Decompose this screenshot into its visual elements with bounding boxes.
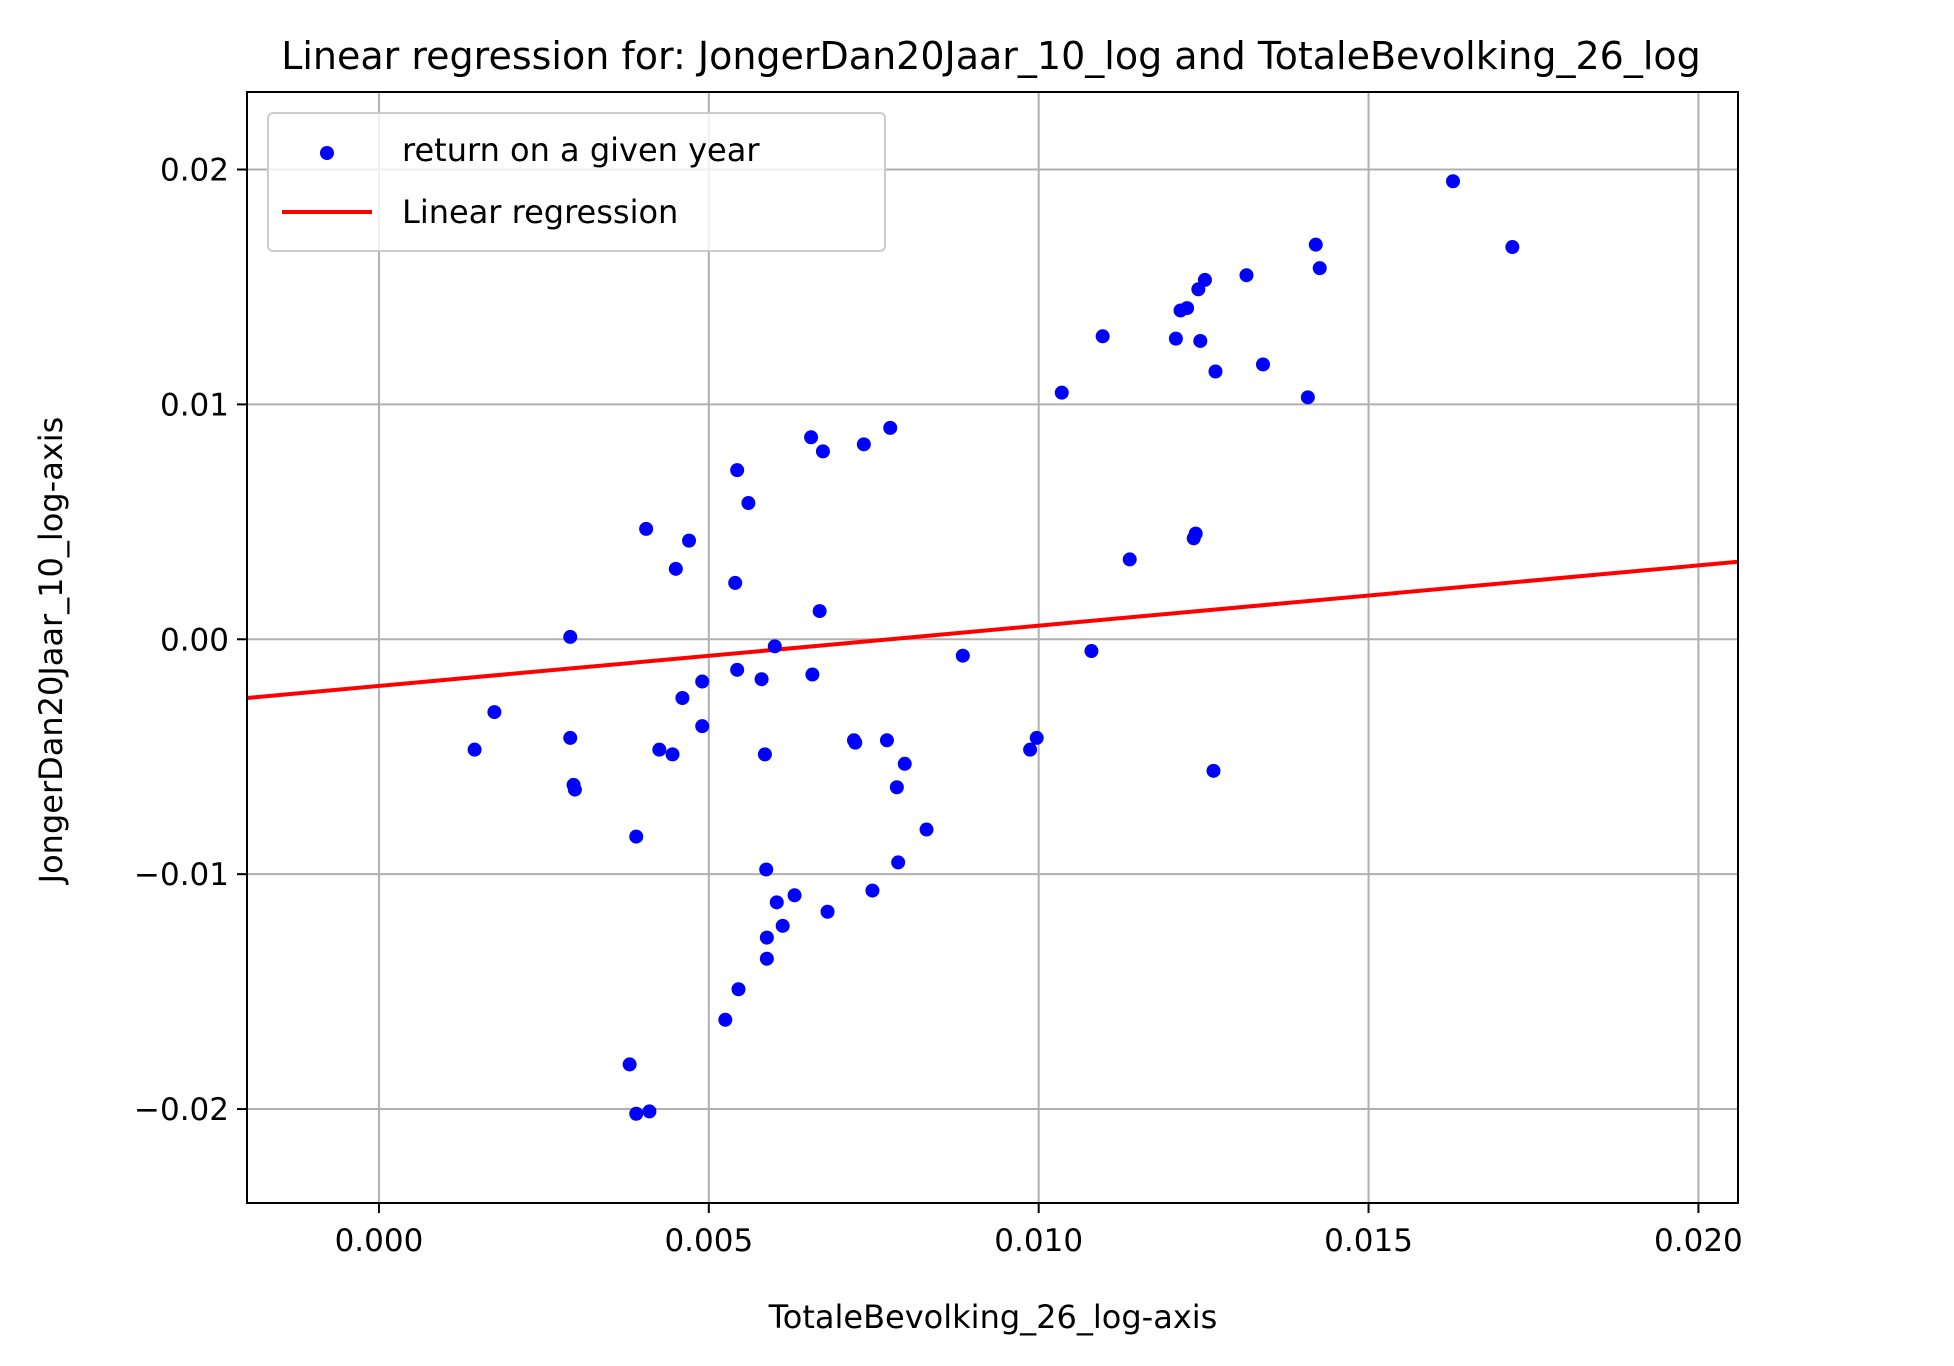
- data-point: [668, 561, 683, 576]
- data-point: [665, 747, 680, 762]
- data-point: [1193, 333, 1208, 348]
- y-tick-label: −0.02: [134, 1092, 229, 1128]
- data-point: [1445, 174, 1460, 189]
- data-point: [467, 742, 482, 757]
- data-point: [759, 862, 774, 877]
- data-point: [856, 437, 871, 452]
- data-point: [1197, 272, 1212, 287]
- data-point: [718, 1012, 733, 1027]
- data-point: [1122, 552, 1137, 567]
- data-point: [682, 533, 697, 548]
- data-point: [889, 780, 904, 795]
- data-point: [622, 1057, 637, 1072]
- x-axis-label: TotaleBevolking_26_log-axis: [768, 1298, 1218, 1336]
- data-point: [1300, 390, 1315, 405]
- data-point: [919, 822, 934, 837]
- data-point: [767, 639, 782, 654]
- data-point: [1308, 237, 1323, 252]
- data-point: [728, 575, 743, 590]
- data-point: [1505, 240, 1520, 255]
- data-point: [741, 496, 756, 511]
- data-point: [567, 782, 582, 797]
- regression-line: [246, 559, 1739, 700]
- data-point: [563, 730, 578, 745]
- data-point: [730, 662, 745, 677]
- data-point: [754, 672, 769, 687]
- legend-box: [267, 112, 886, 252]
- legend-label-line: Linear regression: [402, 193, 678, 231]
- data-point: [757, 747, 772, 762]
- x-tick-label: 0.005: [664, 1223, 753, 1259]
- data-point: [897, 756, 912, 771]
- data-point: [629, 1106, 644, 1121]
- data-point: [1239, 268, 1254, 283]
- x-tick-label: 0.010: [994, 1223, 1083, 1259]
- x-tick-label: 0.020: [1654, 1223, 1743, 1259]
- data-point: [639, 521, 654, 536]
- data-point: [1312, 261, 1327, 276]
- regression-line-layer: [246, 559, 1739, 700]
- data-point: [879, 733, 894, 748]
- data-point: [759, 930, 774, 945]
- data-point: [629, 829, 644, 844]
- data-point: [775, 918, 790, 933]
- data-point: [1029, 730, 1044, 745]
- data-point: [804, 430, 819, 445]
- y-tick-label: 0.00: [160, 622, 229, 658]
- data-point: [652, 742, 667, 757]
- data-point: [955, 648, 970, 663]
- legend: return on a given year Linear regression: [267, 112, 886, 252]
- data-point: [820, 904, 835, 919]
- data-point: [1208, 364, 1223, 379]
- data-point: [675, 691, 690, 705]
- scatter-points: [467, 174, 1520, 1121]
- data-point: [642, 1104, 657, 1119]
- y-tick-label: −0.01: [134, 857, 229, 893]
- data-point: [759, 951, 774, 966]
- legend-label-scatter: return on a given year: [402, 131, 760, 169]
- data-point: [812, 604, 827, 619]
- data-point: [1023, 742, 1038, 757]
- data-point: [1095, 329, 1110, 344]
- y-tick-label: 0.01: [160, 387, 229, 423]
- data-point: [1180, 301, 1195, 316]
- data-point: [848, 735, 863, 750]
- data-point: [730, 463, 745, 478]
- x-tick-label: 0.000: [335, 1223, 424, 1259]
- axis-ticks: 0.000 0.005 0.010 0.015 0.020 −0.02 −0.01 0.00 0…: [134, 153, 1743, 1259]
- data-point: [787, 888, 802, 903]
- data-point: [815, 444, 830, 459]
- y-tick-label: 0.02: [160, 153, 229, 189]
- plot-area-frame: [246, 91, 1739, 1204]
- data-point: [1188, 526, 1203, 541]
- data-point: [695, 674, 710, 689]
- x-tick-label: 0.015: [1324, 1223, 1413, 1259]
- data-point: [731, 982, 746, 997]
- data-point: [563, 629, 578, 644]
- data-point: [1206, 763, 1221, 778]
- legend-marker-scatter: [320, 146, 334, 160]
- chart-title: Linear regression for: JongerDan20Jaar_1…: [281, 34, 1701, 78]
- y-axis-label: JongerDan20Jaar_10_log-axis: [32, 417, 70, 886]
- data-point: [1084, 644, 1099, 659]
- data-point: [891, 855, 906, 870]
- grid-lines: [247, 92, 1738, 1203]
- data-point: [695, 719, 710, 734]
- data-point: [865, 883, 880, 898]
- data-point: [487, 705, 502, 720]
- data-point: [1054, 385, 1069, 400]
- data-point: [1255, 357, 1270, 372]
- data-point: [883, 420, 898, 435]
- data-point: [769, 895, 784, 910]
- data-point: [805, 667, 820, 682]
- data-point: [1168, 331, 1183, 346]
